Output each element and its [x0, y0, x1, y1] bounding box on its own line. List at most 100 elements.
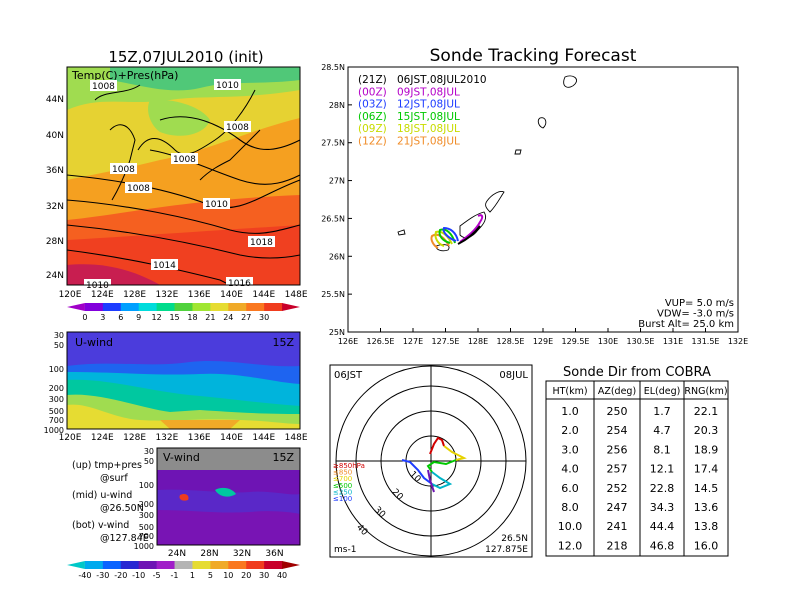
- colorbar-swatch: [246, 303, 265, 311]
- tracking-lon-label: 128.5E: [497, 337, 525, 346]
- colorbar-label: 27: [241, 313, 251, 322]
- tracking-lat-label: 25N: [329, 328, 345, 337]
- colorbar-swatch: [210, 303, 229, 311]
- polar-legend-entry: ≤250: [333, 488, 352, 496]
- colorbar-swatch: [156, 561, 176, 569]
- map-lon-label: 136E: [188, 290, 211, 300]
- map-lon-label: 144E: [252, 290, 275, 300]
- colorbar-label: 12: [152, 313, 162, 322]
- u-wind-pressure-label: 300: [49, 395, 64, 404]
- sonde-table-title: Sonde Dir from COBRA: [563, 365, 711, 380]
- sonde-table-cell: 8.0: [561, 501, 579, 514]
- contour-label: 1014: [153, 261, 176, 271]
- sonde-table-header-cell: HT(km): [552, 386, 587, 397]
- v-wind-pressure-label: 50: [144, 457, 154, 466]
- map-lon-label: 128E: [123, 290, 146, 300]
- contour-label: 1008: [173, 155, 196, 165]
- tracking-title: Sonde Tracking Forecast: [430, 46, 637, 66]
- sonde-table-header: HT(km) AZ(deg) EL(deg) RNG(km): [552, 386, 727, 397]
- map-lat-label: 40N: [46, 131, 64, 141]
- tracking-lat-labels: 28.5N 28N 27.5N 27N 26.5N 26N 25.5N 25N: [321, 63, 352, 337]
- colorbar-swatch: [84, 303, 104, 311]
- contour-label-bg: [248, 236, 275, 247]
- tracking-lat-label: 27.5N: [321, 139, 345, 148]
- u-wind-frame: [66, 331, 301, 430]
- tracking-lon-label: 132E: [728, 337, 748, 346]
- map-lon-label: 120E: [59, 290, 82, 300]
- colorbar-swatch: [84, 561, 104, 569]
- sonde-table-cell: 250: [607, 405, 628, 418]
- tracking-legend-code: (03Z): [358, 99, 387, 111]
- polar-legend-entry: ≥850hPa: [333, 462, 365, 470]
- colorbar-label: 0: [82, 313, 87, 322]
- map-lat-label: 32N: [46, 202, 64, 212]
- tracking-lon-labels: 126E 126.5E 127E 127.5E 128E 128.5E 129E 129.5E…: [338, 328, 748, 346]
- contour-label: 1016: [228, 279, 251, 289]
- v-wind-label: V-wind: [163, 451, 200, 464]
- colorbar-label: 1: [190, 571, 195, 580]
- map-subtitle: Temp(C)+Pres(hPa): [71, 69, 178, 82]
- note-line: @surf: [100, 473, 128, 484]
- colorbar-label: -40: [78, 571, 91, 580]
- colorbar-swatch: [67, 561, 85, 569]
- v-wind-section: [157, 448, 300, 545]
- colorbar-label: 6: [118, 313, 123, 322]
- map-lat-label: 36N: [46, 166, 64, 176]
- polar-legend-entry: ≤850: [333, 469, 352, 477]
- colorbar-label: -1: [171, 571, 179, 580]
- colorbar-label: 30: [259, 313, 269, 322]
- contour-label-bg: [226, 277, 253, 288]
- colorbar-label: 9: [136, 313, 141, 322]
- u-wind-time: 15Z: [272, 336, 294, 349]
- temperature-colorbar-labels: 0 3 6 9 12 15 18 21 24 27 30: [82, 313, 269, 322]
- sonde-table-cell: 252: [607, 482, 628, 495]
- map-lon-labels: 120E 124E 128E 132E 136E 140E 144E 148E: [59, 290, 308, 300]
- sonde-table-cell: 256: [607, 443, 628, 456]
- sonde-table-cell: 247: [607, 501, 628, 514]
- polar-legend-entry: ≤700: [333, 475, 352, 483]
- u-wind-lon-label: 124E: [91, 433, 114, 443]
- sonde-table-cell: 13.6: [694, 501, 719, 514]
- map-lat-labels: 44N 40N 36N 32N 28N 24N: [46, 95, 64, 281]
- u-wind-lon-label: 144E: [252, 433, 275, 443]
- colorbar-label: -5: [153, 571, 161, 580]
- map-lat-label: 44N: [46, 95, 64, 105]
- contour-label-bg: [171, 153, 198, 164]
- u-wind-lon-label: 148E: [285, 433, 308, 443]
- tracking-legend-entry: (03Z) 12JST,08JUL: [358, 99, 460, 111]
- map-lat-label: 28N: [46, 237, 64, 247]
- colorbar-swatch: [246, 561, 265, 569]
- map-lat-label: 24N: [46, 271, 64, 281]
- tracking-legend-text: 12JST,08JUL: [397, 99, 460, 111]
- tracking-lat-label: 25.5N: [321, 290, 345, 299]
- polar-legend-entry: ≤500: [333, 482, 352, 490]
- tracking-legend-code: (00Z): [358, 86, 387, 98]
- tracking-lon-label: 127E: [403, 337, 423, 346]
- contour-label: 1010: [205, 200, 228, 210]
- note-line: @127.84E: [100, 533, 149, 544]
- tracking-parameter: VDW= -3.0 m/s: [657, 309, 734, 320]
- sonde-table-cell: 12.0: [558, 539, 583, 552]
- tracking-legend: (21Z) 06JST,08JUL2010(00Z) 09JST,08JUL(03Z…: [358, 74, 487, 148]
- colorbar-swatch: [264, 303, 283, 311]
- v-wind-lat-label: 28N: [200, 549, 218, 559]
- colorbar-swatch: [282, 303, 300, 311]
- sonde-table-cell: 218: [607, 539, 628, 552]
- tracking-lat-label: 28.5N: [321, 63, 345, 72]
- sonde-table-cell: 4.7: [653, 424, 671, 437]
- colorbar-swatch: [264, 561, 283, 569]
- tracking-legend-text: 15JST,08JUL: [397, 111, 460, 123]
- polar-lat: 26.5N: [501, 534, 528, 544]
- sonde-table-cell: 2.0: [561, 424, 579, 437]
- u-wind-lon-label: 120E: [59, 433, 82, 443]
- v-wind-pressure-label: 1000: [134, 542, 154, 551]
- u-wind-pressure-label: 50: [54, 341, 64, 350]
- contour-label-bg: [214, 79, 241, 90]
- contour-label-bg: [110, 163, 137, 174]
- tracking-legend-code: (06Z): [358, 111, 387, 123]
- sonde-table-body: 1.0 250 1.7 22.1 2.0 254 4.7 20.3 3.0 256 8.1 18.9 4…: [558, 405, 719, 552]
- note-line: (mid) u-wind: [72, 490, 132, 501]
- colorbar-swatch: [120, 303, 140, 311]
